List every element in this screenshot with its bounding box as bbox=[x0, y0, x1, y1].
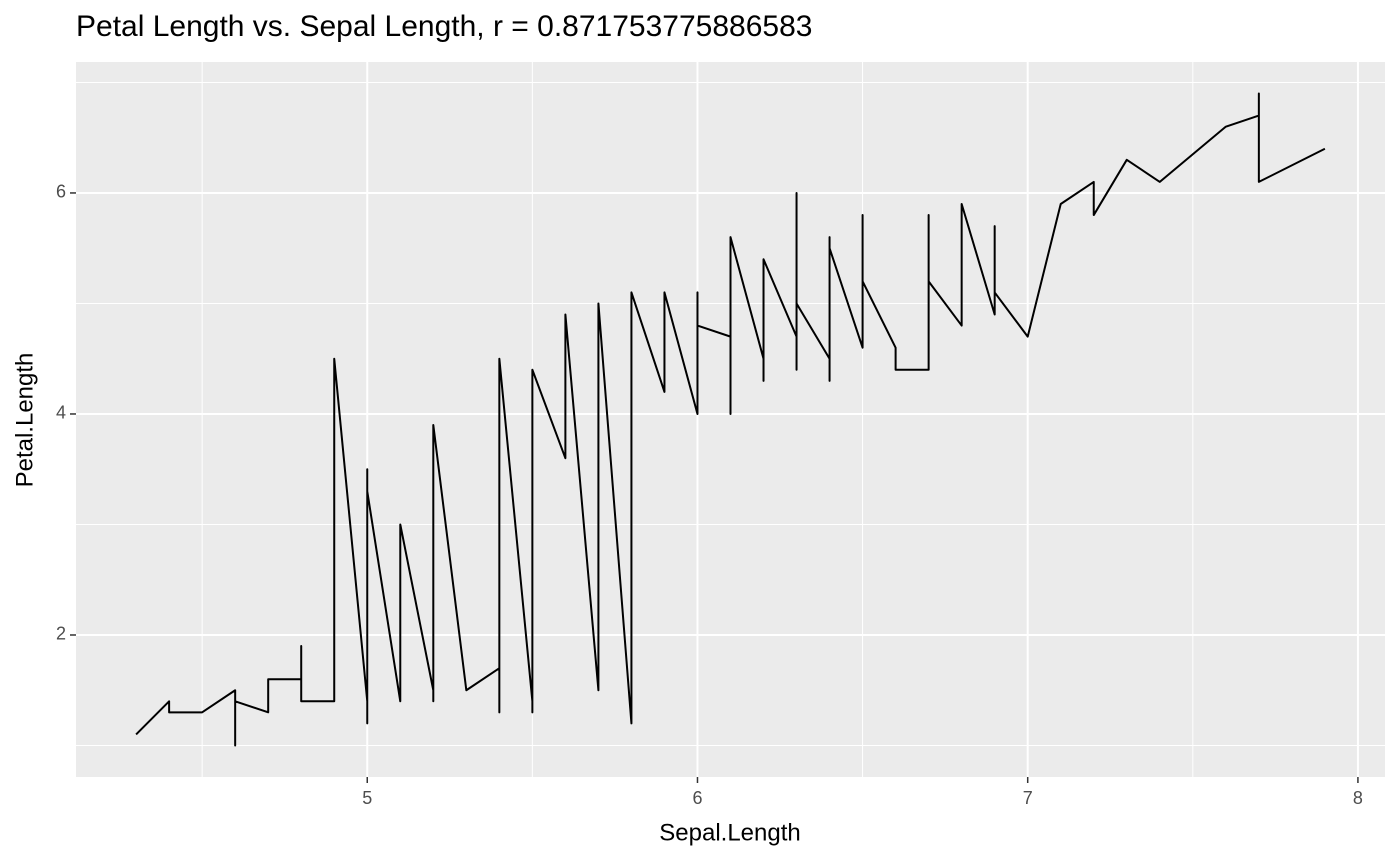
chart-title: Petal Length vs. Sepal Length, r = 0.871… bbox=[76, 10, 812, 43]
x-tick-label: 8 bbox=[1353, 788, 1363, 808]
data-line bbox=[135, 92, 1326, 747]
y-tick-label: 2 bbox=[56, 624, 66, 644]
x-axis-title: Sepal.Length bbox=[659, 819, 800, 846]
y-tick-label: 4 bbox=[56, 403, 66, 423]
y-axis-title: Petal.Length bbox=[11, 353, 38, 488]
x-tick-label: 7 bbox=[1023, 788, 1033, 808]
x-tick-label: 5 bbox=[362, 788, 372, 808]
marks bbox=[135, 92, 1326, 747]
panel bbox=[76, 62, 1385, 777]
y-tick-label: 6 bbox=[56, 182, 66, 202]
x-tick-label: 6 bbox=[692, 788, 702, 808]
